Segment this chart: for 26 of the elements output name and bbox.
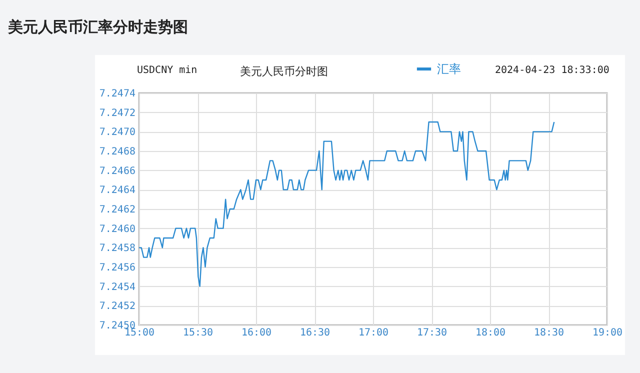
y-tick-label: 7.2470: [99, 127, 136, 138]
y-tick-label: 7.2466: [99, 166, 136, 177]
y-tick-label: 7.2456: [99, 262, 136, 274]
chart-title: 美元人民币汇率分时走势图: [8, 18, 188, 37]
x-tick-label: 15:30: [182, 328, 214, 338]
x-tick-label: 17:30: [416, 328, 448, 338]
y-tick-label: 7.2464: [99, 185, 136, 196]
x-tick-label: 16:30: [300, 328, 330, 338]
text: USDCNY min: [137, 65, 198, 76]
y-tick-label: 7.2458: [99, 243, 136, 254]
chart-subtitle: 美元人民币分时图: [240, 64, 328, 79]
y-tick-label: 7.2472: [99, 108, 136, 119]
y-tick-label: 7.2474: [99, 88, 136, 100]
legend-label: 汇率: [437, 62, 461, 76]
x-tick-label: 18:00: [475, 328, 506, 338]
y-tick-label: 7.2468: [99, 146, 136, 158]
x-tick-label: 16:00: [241, 328, 272, 338]
x-tick-label: 18:30: [534, 328, 564, 338]
y-tick-label: 7.2460: [99, 224, 136, 235]
line-series: [139, 121, 555, 287]
y-tick-label: 7.2454: [99, 282, 136, 293]
text: 2024-04-23 18:33:00: [495, 65, 610, 76]
x-tick-label: 19:00: [592, 328, 623, 338]
y-tick-label: 7.2462: [99, 204, 136, 216]
y-tick-label: 7.2452: [99, 301, 136, 312]
x-tick-label: 17:00: [358, 328, 389, 338]
